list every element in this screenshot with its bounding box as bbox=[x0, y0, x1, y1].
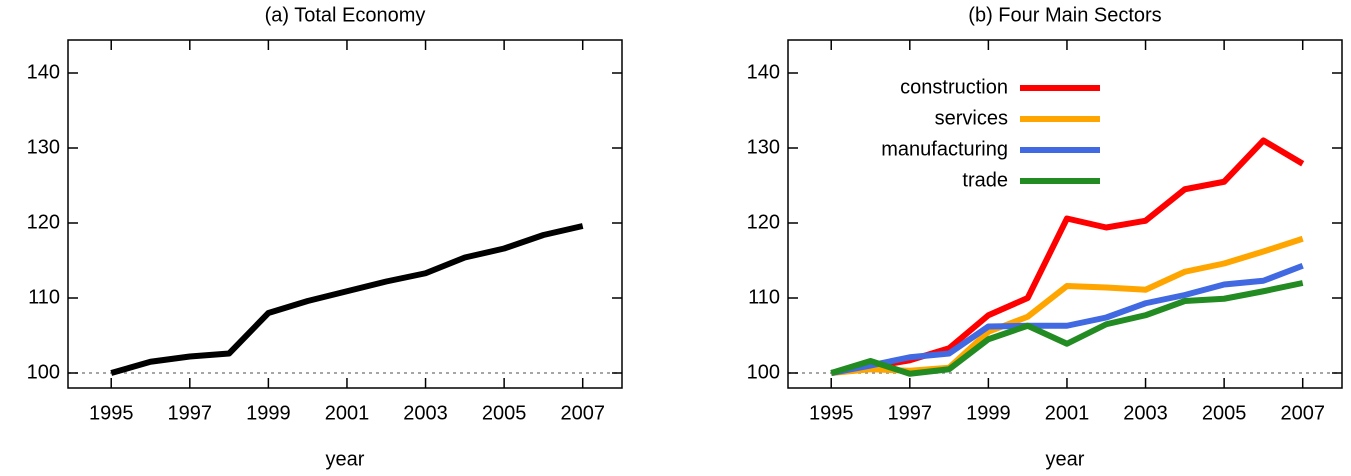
x-tick-label: 1997 bbox=[888, 402, 933, 424]
chart-title: (a) Total Economy bbox=[265, 4, 426, 26]
x-tick-label: 2001 bbox=[325, 402, 370, 424]
legend-label: manufacturing bbox=[881, 138, 1008, 160]
x-tick-label: 2005 bbox=[482, 402, 527, 424]
data-line bbox=[830, 262, 1304, 376]
data-line bbox=[830, 280, 1304, 377]
plot-frame bbox=[787, 39, 1343, 389]
x-tick-label: 2005 bbox=[1202, 402, 1247, 424]
y-tick-label: 140 bbox=[27, 61, 60, 83]
x-axis-label: year bbox=[326, 448, 365, 470]
data-line bbox=[830, 235, 1304, 376]
x-tick-label: 1995 bbox=[809, 402, 854, 424]
x-tick-label: 2007 bbox=[560, 402, 605, 424]
x-tick-label: 1999 bbox=[966, 402, 1011, 424]
x-tick-label: 1999 bbox=[246, 402, 291, 424]
y-tick-label: 140 bbox=[747, 61, 780, 83]
data-line bbox=[830, 137, 1305, 376]
legend-label: services bbox=[935, 107, 1008, 129]
legend-label: construction bbox=[900, 76, 1008, 98]
legend-label: trade bbox=[962, 169, 1008, 191]
data-line bbox=[110, 223, 584, 376]
x-tick-label: 2001 bbox=[1045, 402, 1090, 424]
y-tick-label: 100 bbox=[747, 361, 780, 383]
plot-frame bbox=[67, 39, 623, 389]
y-tick-label: 130 bbox=[747, 136, 780, 158]
y-tick-label: 110 bbox=[748, 286, 780, 308]
x-axis-label: year bbox=[1046, 448, 1085, 470]
x-tick-label: 1997 bbox=[168, 402, 213, 424]
y-tick-label: 120 bbox=[747, 211, 780, 233]
y-tick-label: 130 bbox=[27, 136, 60, 158]
chart-title: (b) Four Main Sectors bbox=[968, 4, 1161, 26]
x-tick-label: 1995 bbox=[89, 402, 134, 424]
x-tick-label: 2007 bbox=[1280, 402, 1325, 424]
y-tick-label: 110 bbox=[28, 286, 60, 308]
y-tick-label: 120 bbox=[27, 211, 60, 233]
x-tick-label: 2003 bbox=[403, 402, 448, 424]
x-tick-label: 2003 bbox=[1123, 402, 1168, 424]
y-tick-label: 100 bbox=[27, 361, 60, 383]
